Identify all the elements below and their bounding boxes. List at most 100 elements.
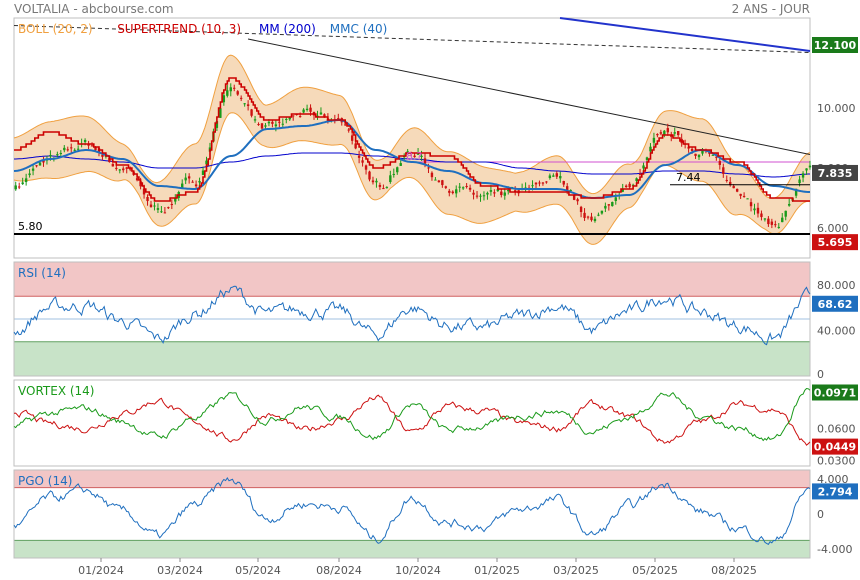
candle-body <box>337 118 340 120</box>
candle-body <box>368 171 371 180</box>
candle-body <box>600 210 604 214</box>
candle-body <box>250 109 253 116</box>
x-tick-label-8: 08/2025 <box>711 564 757 577</box>
rsi-oversold-zone <box>14 341 810 376</box>
candle-body <box>14 185 17 190</box>
candle-body <box>482 195 486 197</box>
badge-rsi-bg <box>812 295 858 312</box>
badge-price-5695: 5.695 <box>818 236 853 249</box>
x-tick-label-0: 01/2024 <box>78 564 124 577</box>
price-legend-2: MM (200) <box>259 22 316 36</box>
candle-body <box>562 181 565 185</box>
candle-body <box>496 189 500 192</box>
candle-body <box>142 188 146 195</box>
candle-body <box>357 155 361 158</box>
x-tick-label-7: 05/2025 <box>632 564 678 577</box>
price-legend-1: SUPERTREND (10, 3) <box>117 22 241 36</box>
candle-body <box>226 90 229 96</box>
candle-body <box>781 217 784 223</box>
x-tick-label-3: 08/2024 <box>316 564 362 577</box>
candle-body <box>749 202 753 207</box>
candle-body <box>784 210 787 217</box>
rsi-y-tick-1: 40.000 <box>817 324 856 337</box>
candle-body <box>590 216 593 221</box>
candle-body <box>621 189 624 192</box>
candle-body <box>597 214 600 216</box>
x-tick-label-1: 03/2024 <box>157 564 203 577</box>
candle-body <box>718 161 722 165</box>
candle-body <box>215 121 219 128</box>
candle-body <box>611 202 614 207</box>
candle-body <box>756 207 760 214</box>
candle-body <box>364 165 368 170</box>
candle-body <box>441 180 444 186</box>
candle-body <box>531 185 534 187</box>
pgo-y-tick-2: -4.000 <box>817 543 852 556</box>
candle-body <box>389 175 392 182</box>
candle-body <box>500 191 503 196</box>
candle-body <box>638 174 642 176</box>
candle-body <box>437 180 441 183</box>
badge-price-12100-bg <box>812 37 858 53</box>
candle-body <box>787 203 791 206</box>
candle-body <box>534 182 538 185</box>
candle-body <box>260 123 264 129</box>
candle-body <box>111 163 115 167</box>
candle-body <box>572 195 576 200</box>
candle-body <box>347 129 350 131</box>
candle-body <box>354 143 357 149</box>
badge-rsi: 68.62 <box>818 298 853 311</box>
candle-body <box>420 155 423 157</box>
candle-body <box>614 197 617 202</box>
mm200-line <box>14 152 810 178</box>
candle-body <box>569 189 572 191</box>
candle-body <box>163 212 167 214</box>
candle-body <box>243 103 246 105</box>
candle-body <box>83 139 87 143</box>
badge-pgo-bg <box>812 483 858 500</box>
candle-body <box>174 198 177 202</box>
vortex-minus-line <box>13 394 811 446</box>
candle-body <box>798 179 801 184</box>
candle-body <box>236 91 239 95</box>
vortex-legend-0: VORTEX (14) <box>18 384 95 398</box>
candle-body <box>170 204 174 206</box>
price-legend-3: MMC (40) <box>330 22 388 36</box>
candle-body <box>725 179 728 181</box>
badge-vortex-plus: 0.0971 <box>814 386 856 399</box>
rsi-panel-frame <box>13 261 811 377</box>
candle-body <box>677 131 680 136</box>
candle-body <box>108 157 111 163</box>
period-label: 2 ANS - JOUR <box>732 2 810 16</box>
candle-body <box>125 167 128 169</box>
candle-body <box>805 168 808 171</box>
candle-body <box>753 208 756 211</box>
magenta-level-label: 8.? <box>406 150 422 163</box>
candle-body <box>378 185 382 187</box>
candle-body <box>479 195 482 197</box>
candle-body <box>423 158 427 164</box>
candle-body <box>774 224 777 226</box>
candle-body <box>267 121 271 124</box>
pgo-panel-frame <box>13 469 811 559</box>
candle-body <box>135 178 139 181</box>
candle-body <box>722 167 725 174</box>
candle-body <box>31 168 35 171</box>
candle-body <box>486 192 489 195</box>
badge-price-last: 7.835 <box>818 167 853 180</box>
candle-body <box>399 163 402 166</box>
candle-body <box>222 95 226 103</box>
candle-body <box>149 204 153 208</box>
candle-body <box>87 143 90 146</box>
candle-body <box>604 205 607 209</box>
bollinger-upper-line <box>13 54 811 199</box>
candle-body <box>760 213 763 218</box>
candle-body <box>430 172 434 178</box>
rsi-legend-0: RSI (14) <box>18 266 66 280</box>
candle-body <box>801 173 805 178</box>
candle-body <box>659 132 663 134</box>
badge-vortex-plus-bg <box>812 384 858 401</box>
candle-body <box>309 107 312 112</box>
candle-body <box>298 116 302 118</box>
candle-body <box>56 154 59 156</box>
